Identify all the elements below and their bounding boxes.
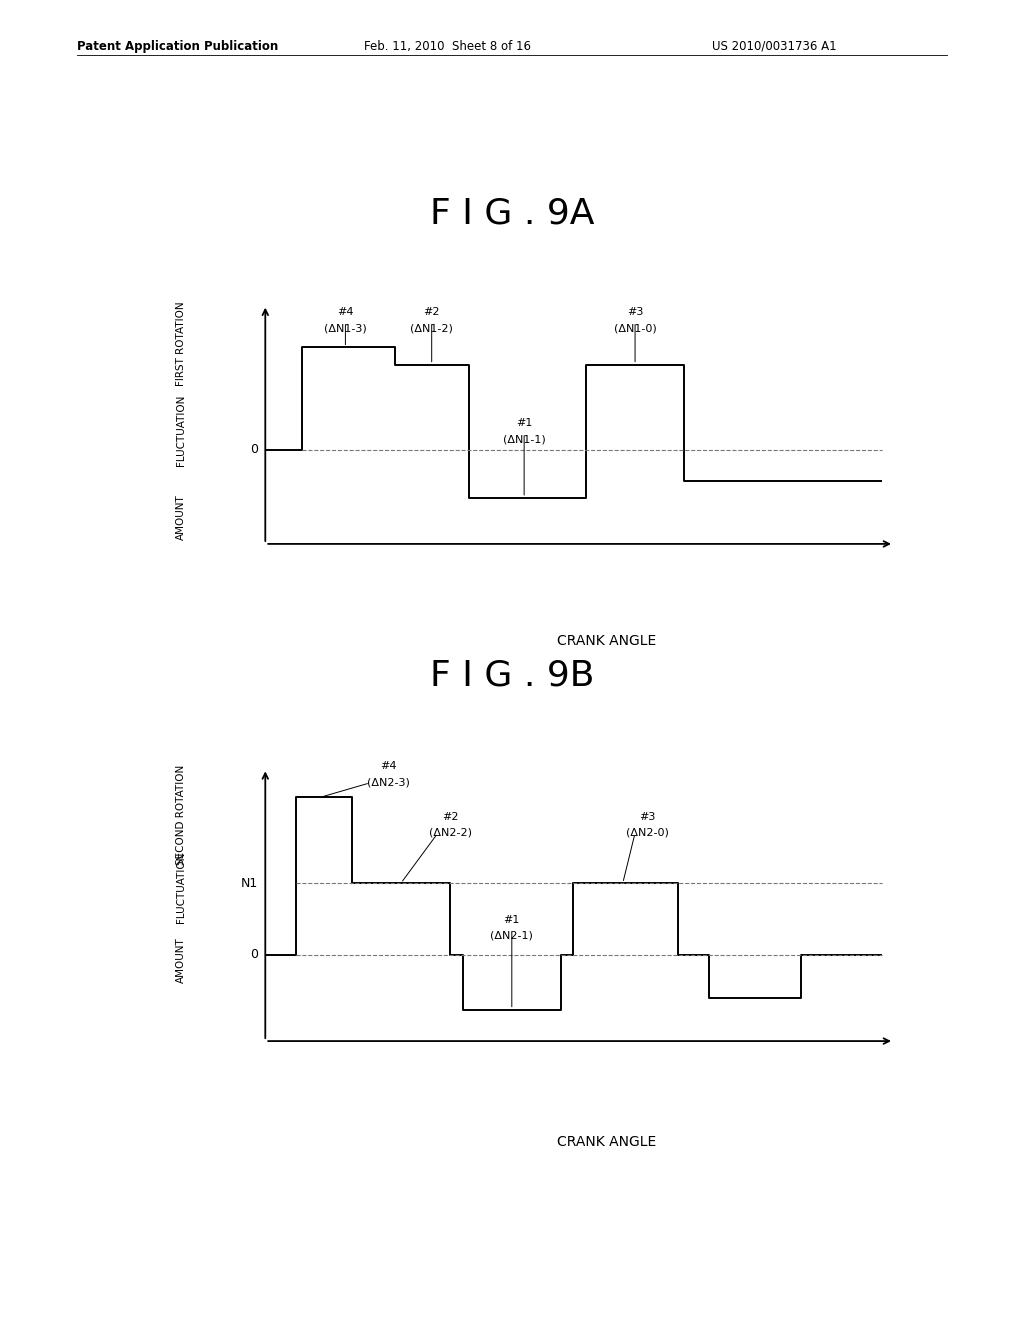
Text: F I G . 9B: F I G . 9B: [430, 659, 594, 693]
Text: (ΔN1-1): (ΔN1-1): [503, 434, 546, 445]
Text: (ΔN2-1): (ΔN2-1): [490, 931, 534, 941]
Text: US 2010/0031736 A1: US 2010/0031736 A1: [712, 40, 837, 53]
Text: 0: 0: [250, 949, 258, 961]
Text: #3: #3: [627, 306, 643, 317]
Text: (ΔN1-3): (ΔN1-3): [324, 323, 367, 334]
Text: CRANK ANGLE: CRANK ANGLE: [557, 1135, 656, 1150]
Text: #2: #2: [424, 306, 440, 317]
Text: (ΔN1-2): (ΔN1-2): [411, 323, 454, 334]
Text: #2: #2: [442, 812, 459, 821]
Text: FLUCTUATION: FLUCTUATION: [176, 851, 185, 924]
Text: (ΔN2-0): (ΔN2-0): [626, 828, 669, 837]
Text: #1: #1: [516, 417, 532, 428]
Text: Feb. 11, 2010  Sheet 8 of 16: Feb. 11, 2010 Sheet 8 of 16: [364, 40, 530, 53]
Text: #3: #3: [639, 812, 655, 821]
Text: FLUCTUATION: FLUCTUATION: [176, 395, 185, 466]
Text: (ΔN2-3): (ΔN2-3): [368, 777, 410, 787]
Text: (ΔN1-0): (ΔN1-0): [613, 323, 656, 334]
Text: AMOUNT: AMOUNT: [176, 937, 185, 983]
Text: F I G . 9A: F I G . 9A: [430, 197, 594, 231]
Text: #4: #4: [337, 306, 353, 317]
Text: N1: N1: [241, 876, 258, 890]
Text: (ΔN2-2): (ΔN2-2): [429, 828, 472, 837]
Text: #4: #4: [380, 762, 397, 771]
Text: CRANK ANGLE: CRANK ANGLE: [557, 634, 656, 648]
Text: FIRST ROTATION: FIRST ROTATION: [176, 301, 185, 385]
Text: SECOND ROTATION: SECOND ROTATION: [176, 766, 185, 865]
Text: Patent Application Publication: Patent Application Publication: [77, 40, 279, 53]
Text: AMOUNT: AMOUNT: [176, 495, 185, 540]
Text: 0: 0: [250, 444, 258, 457]
Text: #1: #1: [504, 915, 520, 925]
